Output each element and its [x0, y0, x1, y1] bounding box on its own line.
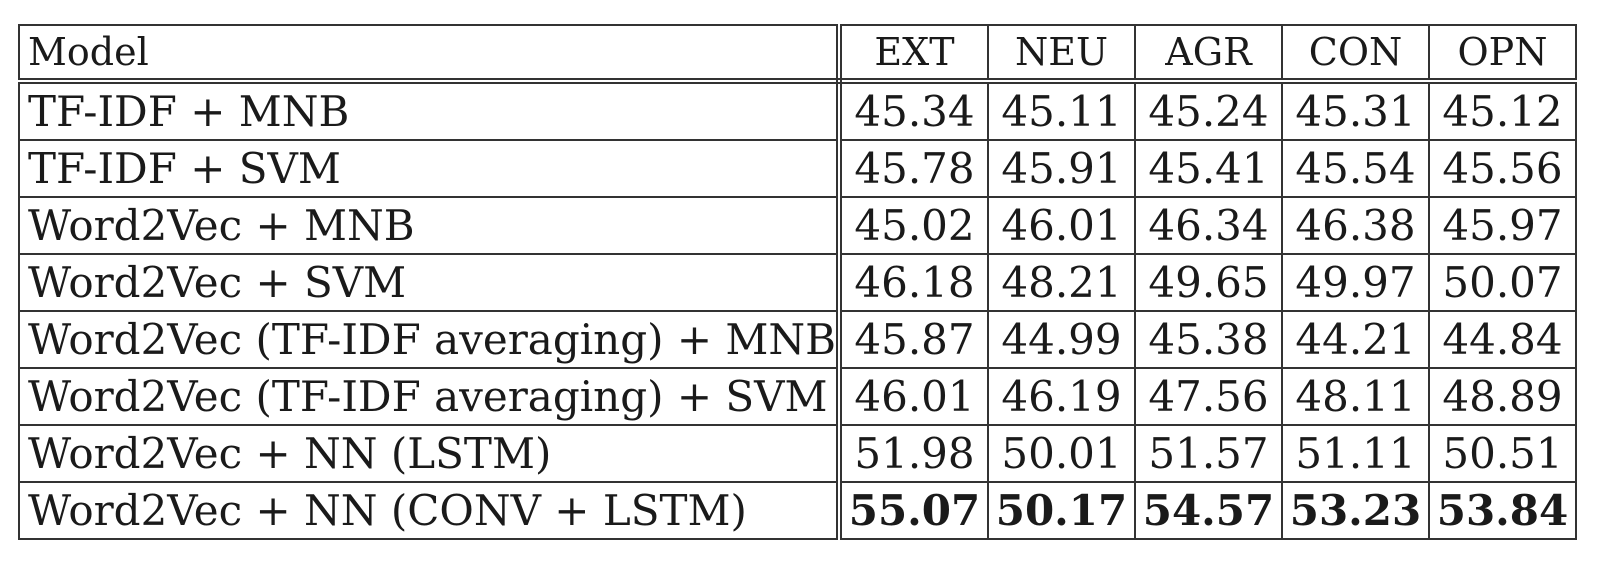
- score-cell-neu: 46.19: [987, 367, 1136, 426]
- score-cell-ext: 45.02: [838, 196, 989, 255]
- table-row-best: Word2Vec + NN (CONV + LSTM) 55.07 50.17 …: [18, 481, 1577, 540]
- score-cell-agr: 46.34: [1134, 196, 1283, 255]
- table-row: Word2Vec + SVM 46.18 48.21 49.65 49.97 5…: [18, 253, 1577, 312]
- score-cell-agr: 49.65: [1134, 253, 1283, 312]
- score-cell-con: 53.23: [1281, 481, 1430, 540]
- model-name-cell: Word2Vec + NN (LSTM): [18, 424, 842, 483]
- score-cell-neu: 45.91: [987, 139, 1136, 198]
- score-cell-con: 45.54: [1281, 139, 1430, 198]
- score-cell-ext: 55.07: [838, 481, 989, 540]
- table-row: Word2Vec (TF-IDF averaging) + MNB 45.87 …: [18, 310, 1577, 369]
- table-row: Word2Vec + MNB 45.02 46.01 46.34 46.38 4…: [18, 196, 1577, 255]
- score-cell-agr: 45.41: [1134, 139, 1283, 198]
- table-row: Word2Vec (TF-IDF averaging) + SVM 46.01 …: [18, 367, 1577, 426]
- score-cell-opn: 50.07: [1428, 253, 1577, 312]
- score-cell-agr: 45.38: [1134, 310, 1283, 369]
- score-cell-con: 45.31: [1281, 80, 1430, 141]
- score-cell-con: 51.11: [1281, 424, 1430, 483]
- score-cell-neu: 44.99: [987, 310, 1136, 369]
- score-cell-con: 46.38: [1281, 196, 1430, 255]
- table-row: TF-IDF + MNB 45.34 45.11 45.24 45.31 45.…: [18, 80, 1577, 141]
- score-cell-ext: 51.98: [838, 424, 989, 483]
- model-name-cell: Word2Vec + SVM: [18, 253, 842, 312]
- table-row: Word2Vec + NN (LSTM) 51.98 50.01 51.57 5…: [18, 424, 1577, 483]
- score-cell-ext: 45.87: [838, 310, 989, 369]
- score-cell-con: 49.97: [1281, 253, 1430, 312]
- score-cell-con: 48.11: [1281, 367, 1430, 426]
- score-cell-neu: 45.11: [987, 80, 1136, 141]
- score-cell-ext: 46.01: [838, 367, 989, 426]
- score-cell-agr: 51.57: [1134, 424, 1283, 483]
- table-header-row: Model EXT NEU AGR CON OPN: [18, 24, 1577, 84]
- score-cell-neu: 48.21: [987, 253, 1136, 312]
- header-opn: OPN: [1428, 24, 1577, 84]
- table-row: TF-IDF + SVM 45.78 45.91 45.41 45.54 45.…: [18, 139, 1577, 198]
- score-cell-opn: 53.84: [1428, 481, 1577, 540]
- score-cell-agr: 47.56: [1134, 367, 1283, 426]
- score-cell-agr: 54.57: [1134, 481, 1283, 540]
- score-cell-opn: 44.84: [1428, 310, 1577, 369]
- header-neu: NEU: [987, 24, 1136, 84]
- results-table: Model EXT NEU AGR CON OPN TF-IDF + MNB 4…: [18, 24, 1577, 540]
- score-cell-con: 44.21: [1281, 310, 1430, 369]
- results-table-container: Model EXT NEU AGR CON OPN TF-IDF + MNB 4…: [18, 24, 1577, 540]
- score-cell-ext: 45.78: [838, 139, 989, 198]
- model-name-cell: Word2Vec + NN (CONV + LSTM): [18, 481, 842, 540]
- score-cell-opn: 45.56: [1428, 139, 1577, 198]
- model-name-cell: Word2Vec (TF-IDF averaging) + MNB: [18, 310, 842, 369]
- header-con: CON: [1281, 24, 1430, 84]
- score-cell-ext: 46.18: [838, 253, 989, 312]
- model-name-cell: Word2Vec + MNB: [18, 196, 842, 255]
- model-name-cell: TF-IDF + MNB: [18, 80, 842, 141]
- header-model: Model: [18, 24, 842, 84]
- score-cell-opn: 45.12: [1428, 80, 1577, 141]
- header-agr: AGR: [1134, 24, 1283, 84]
- score-cell-neu: 50.01: [987, 424, 1136, 483]
- score-cell-opn: 48.89: [1428, 367, 1577, 426]
- score-cell-opn: 50.51: [1428, 424, 1577, 483]
- model-name-cell: Word2Vec (TF-IDF averaging) + SVM: [18, 367, 842, 426]
- score-cell-ext: 45.34: [838, 80, 989, 141]
- header-ext: EXT: [838, 24, 989, 84]
- score-cell-neu: 46.01: [987, 196, 1136, 255]
- score-cell-agr: 45.24: [1134, 80, 1283, 141]
- score-cell-neu: 50.17: [987, 481, 1136, 540]
- model-name-cell: TF-IDF + SVM: [18, 139, 842, 198]
- score-cell-opn: 45.97: [1428, 196, 1577, 255]
